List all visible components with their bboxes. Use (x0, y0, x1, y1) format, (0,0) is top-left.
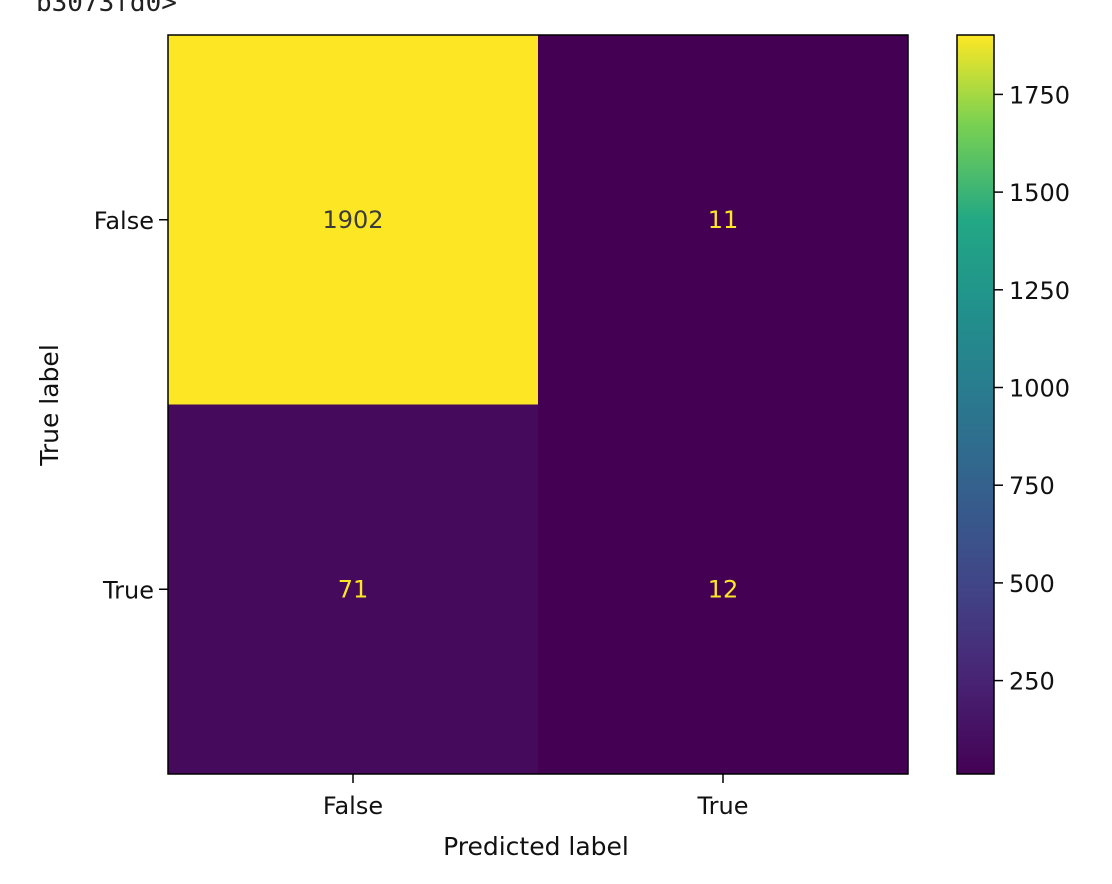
x-axis-label: Predicted label (443, 832, 629, 861)
matrix-cell-1-0 (168, 404, 539, 775)
colorbar-ticks: 250 500 750 1000 1250 1500 1750 (994, 81, 1070, 696)
x-tick-label: False (323, 792, 383, 820)
colorbar (956, 34, 995, 775)
colorbar-tick-label: 1250 (1009, 277, 1070, 305)
matrix-cells (168, 35, 909, 775)
colorbar-tick-label: 1750 (1009, 81, 1070, 109)
cell-value-0-0: 1902 (322, 206, 383, 234)
colorbar-tick-label: 1500 (1009, 179, 1070, 207)
cell-output-fragment: b3073fd0> (36, 0, 177, 18)
cell-value-1-1: 12 (708, 575, 739, 603)
matrix-cell-1-1 (538, 404, 909, 775)
colorbar-tick-label: 250 (1009, 668, 1055, 696)
y-axis-ticks: False True (94, 207, 168, 604)
y-axis-label: True label (35, 344, 64, 467)
colorbar-tick-label: 500 (1009, 570, 1055, 598)
x-axis-ticks: False True (323, 774, 749, 820)
colorbar-tick-label: 1000 (1009, 375, 1070, 403)
cell-value-1-0: 71 (338, 575, 369, 603)
matrix-cell-0-0 (168, 35, 539, 405)
matrix-cell-0-1 (538, 35, 909, 405)
colorbar-tick-label: 750 (1009, 472, 1055, 500)
cell-value-labels: 1902 11 71 12 (322, 206, 738, 604)
y-tick-label: True (102, 576, 154, 604)
cell-value-0-1: 11 (708, 206, 739, 234)
plot-frame (167, 34, 909, 775)
y-tick-label: False (94, 207, 154, 235)
x-tick-label: True (697, 792, 749, 820)
